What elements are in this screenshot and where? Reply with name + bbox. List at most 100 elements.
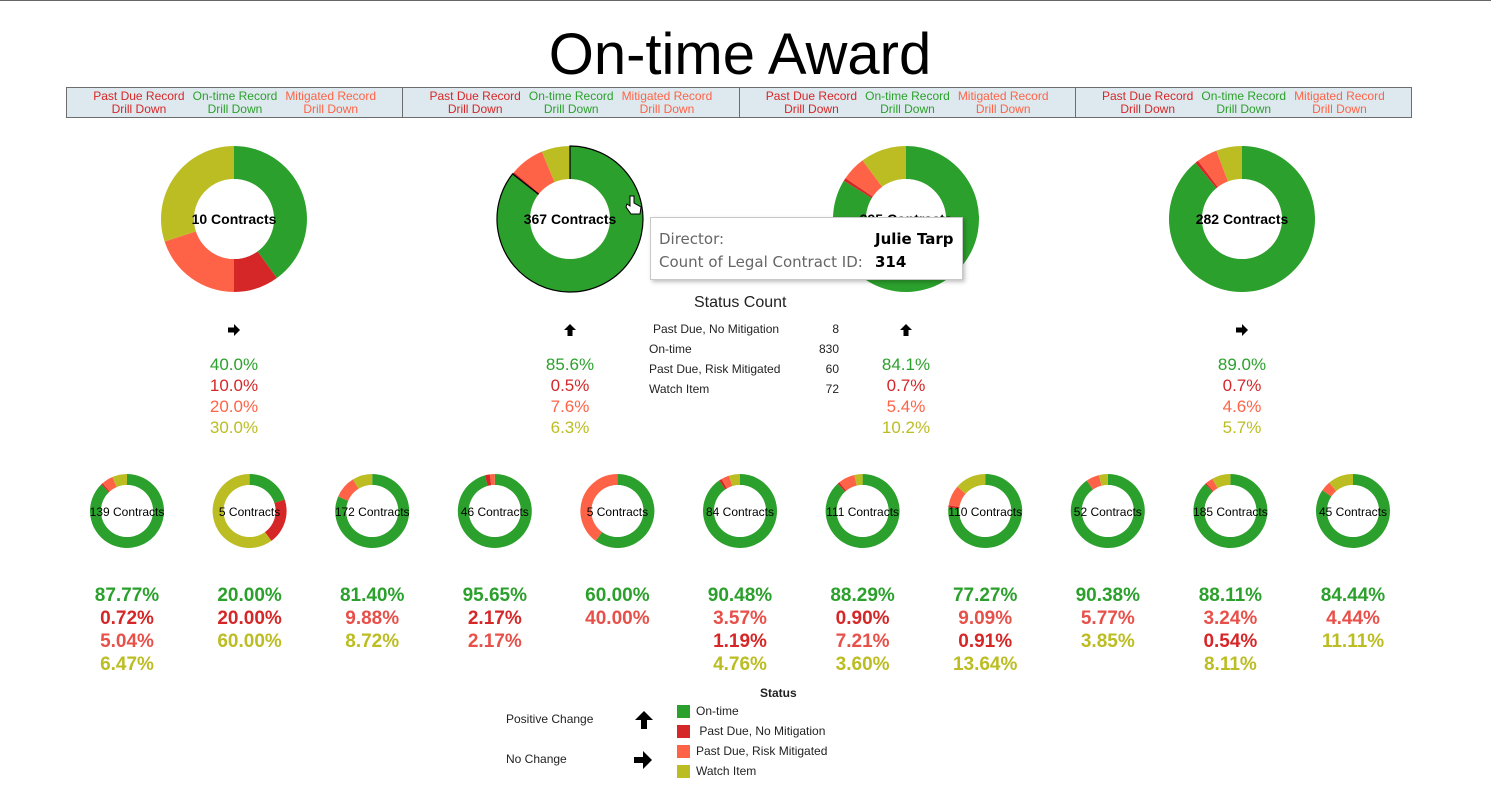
mitigated-record-drilldown-button[interactable]: Mitigated Record Drill Down <box>622 89 713 116</box>
small-donut-label: 110 Contracts <box>948 505 1022 519</box>
small-donut-8-slice-1[interactable] <box>948 474 1023 548</box>
percent-value: 1.19% <box>713 631 767 652</box>
big-donut-1-slice-3[interactable] <box>164 231 234 292</box>
small-donut-7-slice-4[interactable] <box>854 474 863 486</box>
button-label: Past Due Record <box>765 88 858 103</box>
small-donut-9-slice-1[interactable] <box>1070 474 1145 549</box>
small-donut-label: 46 Contracts <box>461 505 529 519</box>
page-title: On-time Award <box>548 22 932 87</box>
small-donut-1-slice-3[interactable] <box>102 477 117 492</box>
percent-value: 4.6% <box>1222 397 1262 416</box>
small-donut-5-slice-1[interactable] <box>595 474 655 548</box>
status-count-title: Status Count <box>694 294 787 311</box>
percent-value: 6.3% <box>550 418 590 437</box>
mitigated-record-drilldown-button[interactable]: Mitigated Record Drill Down <box>285 89 376 116</box>
percent-value: 20.00% <box>217 585 282 606</box>
percent-value: 10.2% <box>881 418 931 437</box>
small-donut-10-slice-4[interactable] <box>1212 474 1231 489</box>
big-donut-1-hole <box>194 179 274 259</box>
big-donut-4-slice-1[interactable] <box>1168 146 1315 293</box>
big-donut-percentages: 84.1% 0.7% 5.4% 10.2% <box>836 354 976 438</box>
small-donut-2-slice-4[interactable] <box>212 474 272 548</box>
button-label: Past Due Record <box>1101 88 1194 103</box>
legend-swatch <box>677 764 690 778</box>
past-due-record-drilldown-button[interactable]: Past Due Record Drill Down <box>93 89 184 116</box>
button-label: On-time Record <box>865 88 950 103</box>
small-donut-10-slice-3[interactable] <box>1206 478 1218 492</box>
tooltip-row-director: Director: Julie Tarp <box>659 230 954 248</box>
small-donut-4-slice-1[interactable] <box>457 474 532 549</box>
past-due-record-drilldown-button[interactable]: Past Due Record Drill Down <box>1101 88 1194 116</box>
percent-value: 9.09% <box>958 608 1013 629</box>
small-donut-7-slice-2[interactable] <box>837 482 847 492</box>
drilldown-group-3: Past Due Record Drill Down On-time Record D… <box>739 87 1076 118</box>
small-donut-11-slice-1[interactable] <box>1316 474 1391 549</box>
small-donut-11-slice-4[interactable] <box>1329 474 1353 492</box>
small-donut-3-slice-4[interactable] <box>352 474 373 489</box>
small-donut-2-slice-1[interactable] <box>249 474 285 503</box>
small-donut-3-slice-1[interactable] <box>335 474 410 548</box>
percent-value: 90.38% <box>1075 585 1141 606</box>
small-donut-8-slice-4[interactable] <box>957 474 986 494</box>
small-donut-1-slice-4[interactable] <box>112 474 127 488</box>
mitigated-record-drilldown-button[interactable]: Mitigated Record Drill Down <box>1294 89 1385 116</box>
percent-value: 3.85% <box>1080 631 1135 652</box>
small-donut-9-slice-3[interactable] <box>1086 475 1102 490</box>
small-donut-1-slice-1[interactable] <box>90 474 165 548</box>
small-donut-9-slice-4[interactable] <box>1098 474 1108 486</box>
big-donut-2-hole <box>530 179 610 259</box>
big-donut-4-slice-2[interactable] <box>1195 160 1218 189</box>
percent-value: 11.11% <box>1321 631 1385 652</box>
button-sublabel: Drill Down <box>880 101 935 116</box>
small-donut-2-slice-2[interactable] <box>264 499 287 541</box>
big-donut-1-slice-4[interactable] <box>160 146 234 242</box>
percent-value: 0.90% <box>835 608 890 629</box>
small-donut-8-slice-2[interactable] <box>948 505 960 509</box>
small-donut-6-slice-1[interactable] <box>703 474 777 549</box>
button-sublabel: Drill Down <box>639 101 695 116</box>
arrow-up-icon <box>564 324 576 336</box>
top-border <box>0 0 1491 1</box>
big-donut-3-slice-4[interactable] <box>862 146 906 187</box>
small-donut-percentages: 90.38% 5.77% 3.85% <box>1038 584 1178 653</box>
small-donut-6-slice-3[interactable] <box>721 475 733 489</box>
past-due-record-drilldown-button[interactable]: Past Due Record Drill Down <box>765 88 858 116</box>
big-donut-4-slice-4[interactable] <box>1216 146 1242 182</box>
on-time-record-drilldown-button[interactable]: On-time Record Drill Down <box>192 88 278 116</box>
small-donut-5-slice-3[interactable] <box>580 474 618 541</box>
button-sublabel: Drill Down <box>1312 101 1367 116</box>
small-donut-11-slice-3[interactable] <box>1322 482 1337 497</box>
on-time-record-drilldown-button[interactable]: On-time Record Drill Down <box>865 88 950 116</box>
small-donut-3-slice-3[interactable] <box>338 479 359 501</box>
percent-value: 5.77% <box>1080 608 1135 629</box>
small-donut-1-slice-2[interactable] <box>101 483 110 493</box>
percent-value: 89.0% <box>1217 355 1267 374</box>
past-due-record-drilldown-button[interactable]: Past Due Record Drill Down <box>429 89 520 116</box>
small-donut-10-slice-2[interactable] <box>1205 483 1214 492</box>
tooltip: Director: Julie Tarp Count of Legal Cont… <box>650 217 963 280</box>
small-donut-8-hole <box>959 485 1012 537</box>
big-donut-1-slice-2[interactable] <box>234 251 277 292</box>
button-sublabel: Drill Down <box>207 101 263 116</box>
small-donut-10-slice-1[interactable] <box>1193 474 1268 548</box>
big-donut-4-slice-3[interactable] <box>1197 150 1228 188</box>
small-donut-6-slice-2[interactable] <box>719 478 728 490</box>
big-donut-3-slice-3[interactable] <box>845 160 883 197</box>
percent-value: 88.11% <box>1198 585 1263 606</box>
small-donut-4-slice-2[interactable] <box>484 474 492 486</box>
small-donut-6-slice-4[interactable] <box>729 474 740 487</box>
small-donut-7-slice-3[interactable] <box>839 474 857 491</box>
legend-item: Watch Item <box>677 764 756 778</box>
percent-value: 0.91% <box>958 631 1013 652</box>
small-donut-7-slice-1[interactable] <box>825 474 900 548</box>
button-sublabel: Drill Down <box>784 101 839 116</box>
small-donut-8-slice-3[interactable] <box>948 486 966 507</box>
big-donut-3-slice-2[interactable] <box>843 178 873 199</box>
on-time-record-drilldown-button[interactable]: On-time Record Drill Down <box>528 88 614 116</box>
mitigated-record-drilldown-button[interactable]: Mitigated Record Drill Down <box>958 89 1049 116</box>
big-donut-1-slice-1[interactable] <box>234 146 307 279</box>
button-label: On-time Record <box>192 88 278 103</box>
small-donut-4-slice-3[interactable] <box>489 474 495 486</box>
button-label: On-time Record <box>528 88 614 103</box>
on-time-record-drilldown-button[interactable]: On-time Record Drill Down <box>1201 89 1286 116</box>
